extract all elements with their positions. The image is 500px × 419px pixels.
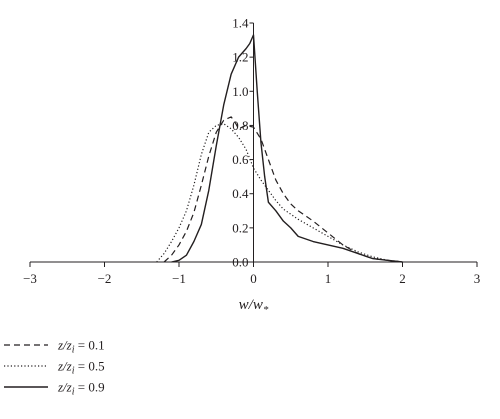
y-tick-label: 0.8 <box>232 118 248 133</box>
series-line-1 <box>163 116 403 263</box>
x-tick-label: −2 <box>98 271 112 286</box>
y-tick-label: 0.6 <box>232 152 249 167</box>
y-tick-label: 0.0 <box>232 255 248 270</box>
x-axis-ticks: −3 −2 −1 0 1 2 3 <box>23 262 480 286</box>
y-tick-label: 1.0 <box>232 84 248 99</box>
y-tick-label: 0.2 <box>232 220 248 235</box>
legend-label-subscript: i <box>72 366 75 377</box>
legend-label-variable: z/z <box>57 359 72 374</box>
legend-label-value: = 0.9 <box>75 380 105 395</box>
x-axis-label-main: w/w <box>239 297 263 313</box>
legend-label-1: z/zi = 0.1 <box>57 338 105 356</box>
legend-label-value: = 0.1 <box>75 338 105 353</box>
legend: z/zi = 0.1z/zi = 0.5z/zi = 0.9 <box>4 338 105 398</box>
series-lines <box>156 34 403 263</box>
x-axis-label-subscript: * <box>263 304 269 316</box>
x-tick-label: −3 <box>23 271 37 286</box>
x-tick-label: 3 <box>474 271 481 286</box>
legend-label-subscript: i <box>72 345 75 356</box>
x-tick-label: −1 <box>172 271 186 286</box>
legend-label-subscript: i <box>72 387 75 398</box>
x-tick-label: 0 <box>250 271 257 286</box>
legend-label-2: z/zi = 0.5 <box>57 359 105 377</box>
x-tick-label: 2 <box>399 271 406 286</box>
y-tick-label: 1.4 <box>232 16 249 31</box>
y-axis-ticks: 0.0 0.2 0.4 0.6 0.8 1.0 1.2 1.4 <box>232 16 254 270</box>
series-line-3 <box>171 34 403 263</box>
series-line-2 <box>156 123 403 263</box>
y-tick-label: 0.4 <box>232 186 249 201</box>
legend-label-3: z/zi = 0.9 <box>57 380 105 398</box>
y-tick-label: 1.2 <box>232 50 248 65</box>
axes <box>30 23 477 263</box>
x-tick-label: 1 <box>325 271 332 286</box>
legend-label-variable: z/z <box>57 338 72 353</box>
legend-label-variable: z/z <box>57 380 72 395</box>
legend-label-value: = 0.5 <box>75 359 105 374</box>
x-axis-label: w/w* <box>239 297 269 316</box>
